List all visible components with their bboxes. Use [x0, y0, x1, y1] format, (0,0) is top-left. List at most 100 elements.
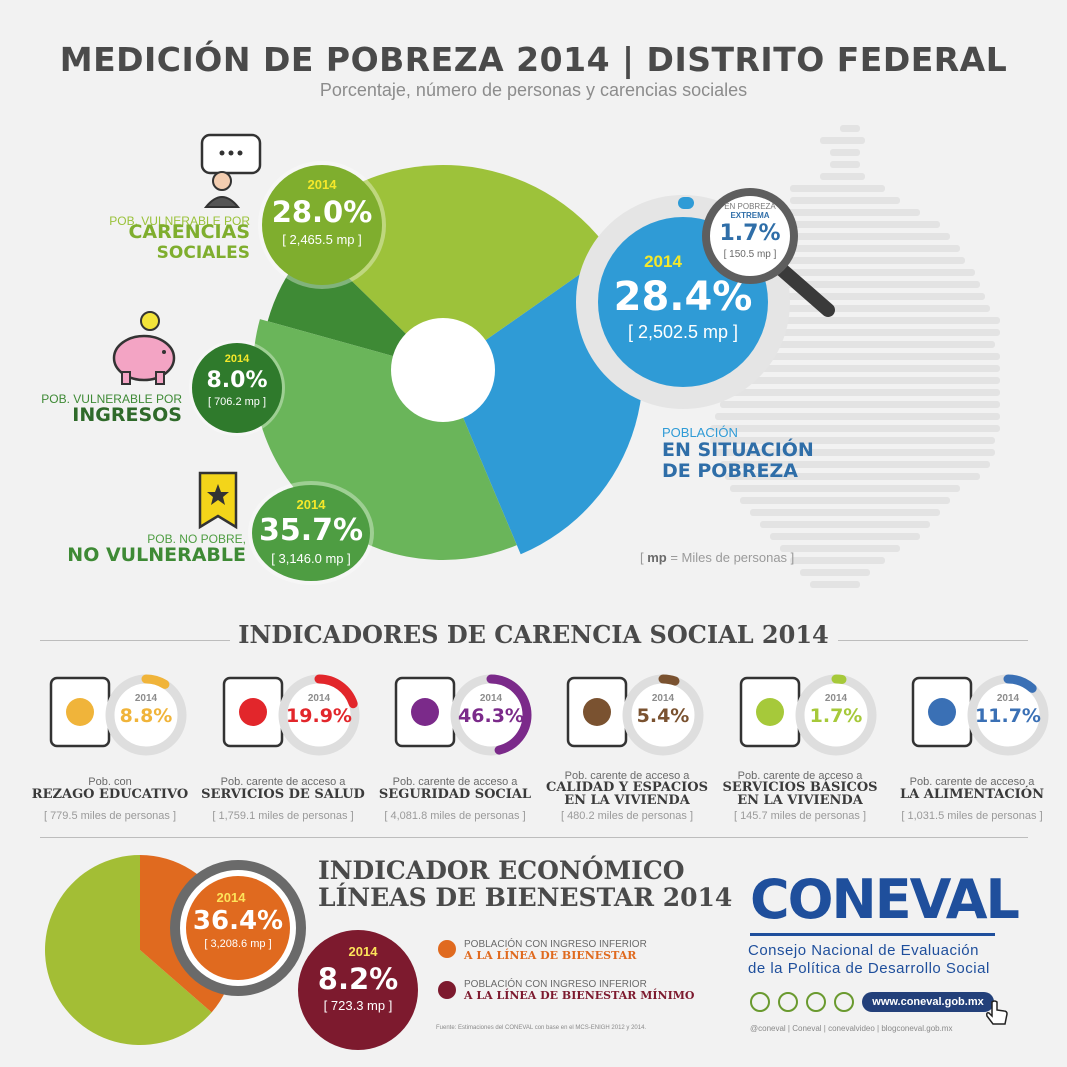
- no-pobre-mp: [ 3,146.0 mp ]: [271, 551, 351, 566]
- indicator-label-small: Pob. carente de acceso a: [909, 776, 1035, 788]
- youtube-icon[interactable]: [806, 992, 826, 1012]
- map-line: [810, 581, 860, 588]
- map-line: [710, 425, 1000, 432]
- map-line: [760, 521, 930, 528]
- indicator-year: 2014: [307, 693, 331, 704]
- twitter-icon[interactable]: [750, 992, 770, 1012]
- indicator-year: 2014: [824, 693, 848, 704]
- map-line: [790, 197, 900, 204]
- carencias-bubble: 2014 28.0% [ 2,465.5 mp ]: [262, 165, 382, 285]
- indicadores-title: INDICADORES DE CARENCIA SOCIAL 2014: [238, 620, 829, 649]
- indicator-ring: [795, 674, 877, 756]
- mp-note: [ mp = Miles de personas ]: [640, 550, 795, 565]
- carencias-label-small: POB. VULNERABLE POR: [109, 214, 250, 228]
- minimo-bubble: 2014 8.2% [ 723.3 mp ]: [298, 930, 418, 1050]
- no-pobre-label-small: POB. NO POBRE,: [147, 532, 246, 546]
- map-line: [730, 485, 960, 492]
- no-pobre-bubble: 2014 35.7% [ 3,146.0 mp ]: [252, 485, 370, 581]
- map-line: [750, 341, 995, 348]
- map-line: [760, 353, 1000, 360]
- pobreza-year: 2014: [644, 252, 682, 271]
- indicator-label-small: Pob. con: [88, 776, 132, 788]
- pobreza-label-big-1: EN SITUACIÓN: [662, 439, 814, 461]
- indicator-ring: [105, 674, 187, 756]
- legend-minimo-big: A LA LÍNEA DE BIENESTAR MÍNIMO: [464, 989, 695, 1002]
- map-line: [740, 377, 1000, 384]
- ingresos-year: 2014: [224, 353, 250, 365]
- indicator-ring-value: [622, 674, 704, 756]
- book-icon: [49, 676, 111, 748]
- indicator-label-big: SERVICIOS BÁSICOS: [722, 780, 878, 795]
- map-line: [770, 533, 920, 540]
- map-line: [715, 449, 995, 456]
- carencias-label-big-2: SOCIALES: [156, 243, 250, 263]
- coneval-name-2: de la Política de Desarrollo Social: [748, 960, 990, 977]
- facebook-icon[interactable]: [778, 992, 798, 1012]
- map-line: [830, 161, 860, 168]
- indicator-label-big-2: EN LA VIVIENDA: [737, 793, 863, 808]
- extrema-label-2: EXTREMA: [730, 211, 770, 220]
- legend-minimo-small: POBLACIÓN CON INGRESO INFERIOR: [464, 979, 647, 990]
- minimo-year: 2014: [348, 944, 378, 959]
- map-line: [780, 545, 900, 552]
- indicator-pct: 1.7%: [809, 705, 863, 727]
- carencias-pct: 28.0%: [271, 195, 373, 229]
- economico-title-2: LÍNEAS DE BIENESTAR 2014: [318, 883, 733, 912]
- map-line: [730, 389, 1000, 396]
- indicator-label-big: SEGURIDAD SOCIAL: [378, 787, 532, 802]
- indicator-label-small: Pob. carente de acceso a: [564, 770, 690, 782]
- indicator-ring-value: [278, 674, 360, 756]
- carencias-mp: [ 2,465.5 mp ]: [282, 232, 362, 247]
- ingresos-label-big: INGRESOS: [72, 404, 182, 426]
- pobreza-mp: [ 2,502.5 mp ]: [627, 322, 739, 342]
- map-line: [780, 209, 920, 216]
- indicator-label-small: Pob. carente de acceso a: [220, 776, 346, 788]
- ingresos-pct: 8.0%: [206, 368, 268, 393]
- legend-minimo-dot: [438, 981, 456, 999]
- indicator-year: 2014: [996, 693, 1020, 704]
- ambulance-icon: [222, 676, 284, 748]
- coneval-logo: CONEVAL: [750, 868, 1020, 931]
- map-line: [710, 437, 995, 444]
- indicator-pct: 19.9%: [286, 705, 352, 727]
- page-title: MEDICIÓN DE POBREZA 2014 | DISTRITO FEDE…: [59, 40, 1008, 79]
- map-line: [720, 461, 990, 468]
- bienestar-mp: [ 3,208.6 mp ]: [204, 938, 272, 950]
- indicator-mp: [ 145.7 miles de personas ]: [733, 810, 867, 822]
- pobreza-label-big-2: DE POBREZA: [662, 460, 799, 482]
- person-speech-icon: [200, 133, 262, 208]
- indicator-pct: 11.7%: [975, 705, 1041, 727]
- map-line: [715, 413, 1000, 420]
- social-handles: @coneval | Coneval | conevalvideo | blog…: [750, 1024, 953, 1033]
- star-badge-icon: [198, 471, 238, 530]
- no-pobre-pct: 35.7%: [258, 513, 364, 548]
- indicator-label-big: LA ALIMENTACIÓN: [900, 787, 1044, 802]
- map-line: [750, 509, 940, 516]
- pie-center-hole: [391, 318, 495, 422]
- cursor-hand-icon: [986, 1000, 1008, 1025]
- map-line: [790, 557, 885, 564]
- indicator-year: 2014: [479, 693, 503, 704]
- website-link[interactable]: www.coneval.gob.mx: [862, 992, 994, 1012]
- indicator-pct: 8.8%: [119, 705, 173, 727]
- indicator-mp: [ 4,081.8 miles de personas ]: [384, 810, 526, 822]
- indicator-label-big-2: EN LA VIVIENDA: [564, 793, 690, 808]
- minimo-mp: [ 723.3 mp ]: [323, 998, 393, 1013]
- minimo-pct: 8.2%: [317, 962, 399, 996]
- map-line: [820, 173, 865, 180]
- page-subtitle: Porcentaje, número de personas y carenci…: [319, 80, 748, 100]
- blog-icon[interactable]: [834, 992, 854, 1012]
- ingresos-mp: [ 706.2 mp ]: [207, 396, 267, 408]
- extrema-pct: 1.7%: [719, 221, 781, 246]
- map-line: [840, 125, 860, 132]
- indicator-label-small: Pob. carente de acceso a: [737, 770, 863, 782]
- source-note: Fuente: Estimaciones del CONEVAL con bas…: [436, 1025, 647, 1031]
- bienestar-bubble: 2014 36.4% [ 3,208.6 mp ]: [186, 876, 290, 980]
- map-line: [750, 269, 975, 276]
- carencias-label-big-1: CARENCIAS: [128, 221, 250, 243]
- divider: [40, 837, 1028, 838]
- pobreza-label-small: POBLACIÓN: [662, 425, 738, 440]
- map-line: [720, 401, 1000, 408]
- piggy-bank-icon: [112, 311, 176, 385]
- map-line: [800, 569, 870, 576]
